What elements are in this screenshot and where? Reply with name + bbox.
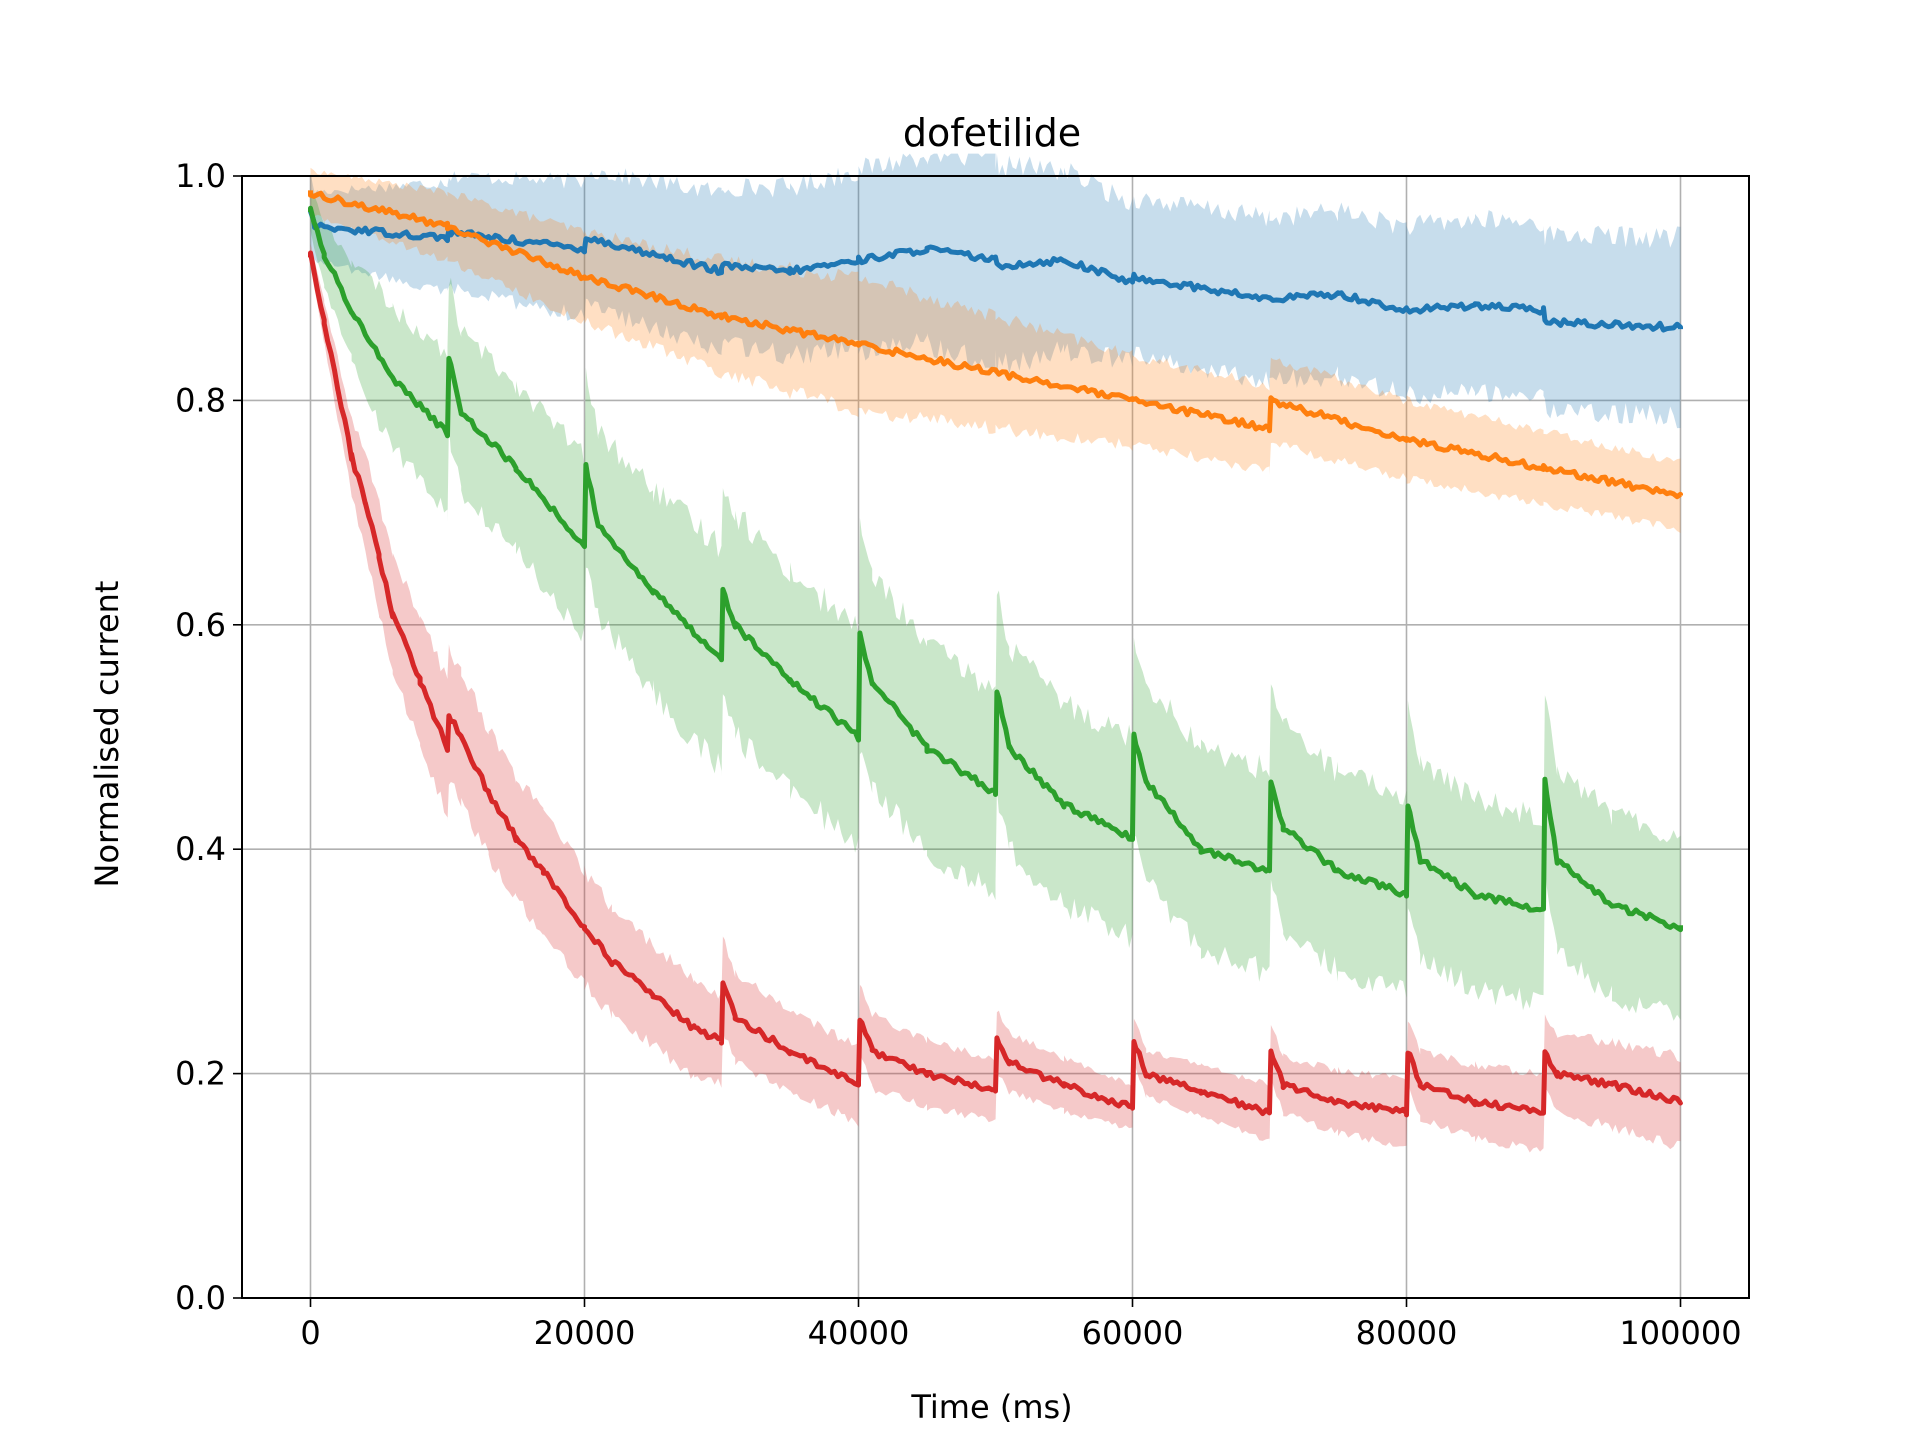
y-tick-label: 0.8 <box>175 381 226 419</box>
y-tick-label: 0.4 <box>175 830 226 868</box>
y-axis-ticks: 0.0 0.2 0.4 0.6 0.8 1.0 <box>175 157 242 1317</box>
y-tick-label: 1.0 <box>175 157 226 195</box>
plot-frame <box>241 175 1750 1299</box>
series-band-3 <box>310 188 1681 1021</box>
series-band-1 <box>310 153 1681 429</box>
x-tick-label: 80000 <box>1356 1314 1458 1352</box>
x-tick-label: 0 <box>300 1314 320 1352</box>
x-tick-label: 60000 <box>1082 1314 1184 1352</box>
series-line-2 <box>308 190 1683 500</box>
series-line-3 <box>308 205 1683 933</box>
confidence-bands <box>310 153 1681 1153</box>
chart-title: dofetilide <box>903 111 1081 155</box>
series-line-1 <box>308 208 1683 333</box>
y-tick-label: 0.0 <box>175 1279 226 1317</box>
y-axis-label: Normalised current <box>88 581 126 888</box>
series-line-4 <box>308 250 1683 1118</box>
series-band-2 <box>310 167 1681 533</box>
x-tick-label: 100000 <box>1619 1314 1741 1352</box>
x-tick-label: 20000 <box>534 1314 636 1352</box>
x-axis-label: Time (ms) <box>910 1388 1072 1426</box>
x-tick-label: 40000 <box>808 1314 910 1352</box>
series-lines <box>308 190 1683 1118</box>
y-tick-label: 0.6 <box>175 606 226 644</box>
x-axis-ticks: 0 20000 40000 60000 80000 100000 <box>300 1298 1742 1352</box>
y-tick-label: 0.2 <box>175 1055 226 1093</box>
